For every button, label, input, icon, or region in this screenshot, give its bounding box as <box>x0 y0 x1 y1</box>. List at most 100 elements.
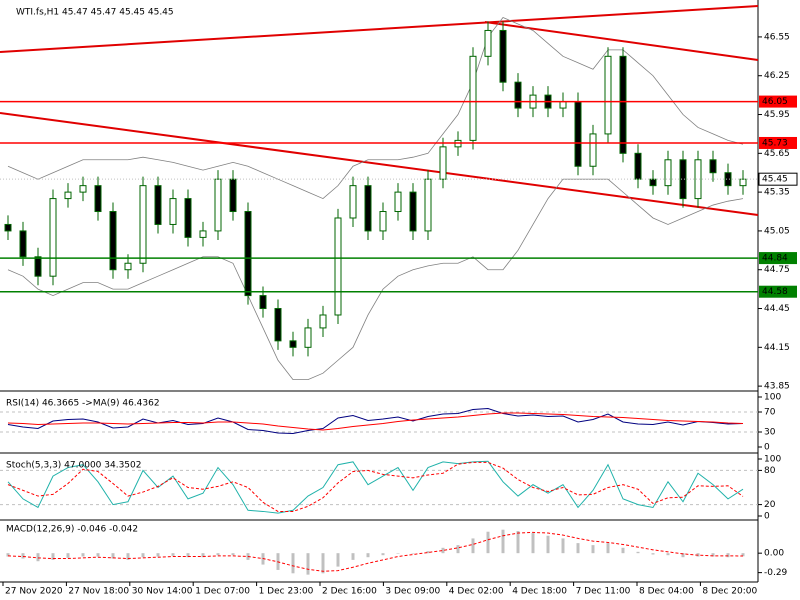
level-label-bg <box>759 136 797 149</box>
candle-body <box>604 55 612 135</box>
candle-body <box>469 55 477 141</box>
x-tick-label: 1 Dec 23:00 <box>259 587 314 597</box>
macd-bar <box>171 553 175 556</box>
macd-signal <box>7 531 744 572</box>
macd-bar <box>636 551 640 554</box>
bollinger-band <box>7 17 744 200</box>
candle-body <box>184 198 192 238</box>
macd-bar <box>126 553 130 560</box>
candle-body <box>49 198 57 277</box>
indicator-line <box>7 461 744 512</box>
macd-bar <box>186 553 190 558</box>
indicator-line <box>7 412 744 431</box>
macd-bar <box>21 553 25 559</box>
macd-bar <box>471 538 475 554</box>
macd-bar <box>681 553 685 558</box>
y-tick-label: 70 <box>764 408 776 418</box>
y-tick-label: 0.00 <box>764 549 784 559</box>
candle-body <box>439 146 447 180</box>
candle-body <box>4 223 12 232</box>
candle-body <box>664 159 672 187</box>
y-tick-label: 45.65 <box>764 149 790 159</box>
candle-body <box>589 133 597 167</box>
macd-bar <box>561 538 565 554</box>
macd-bar <box>711 553 715 557</box>
candle-body <box>154 185 162 225</box>
candle-body <box>499 29 507 83</box>
candle-body <box>739 178 747 187</box>
candle-body <box>394 191 402 213</box>
candle-body <box>109 211 117 271</box>
candle-body <box>634 152 642 180</box>
y-tick-label: 20 <box>764 500 776 510</box>
macd-bar <box>51 553 55 560</box>
bollinger-band <box>7 178 744 381</box>
candle-body <box>514 81 522 109</box>
last-price-label: 45.45 <box>762 175 788 185</box>
candle-body <box>79 185 87 193</box>
candle-body <box>244 211 252 297</box>
macd-bar <box>231 553 235 556</box>
y-tick-label: 45.35 <box>764 188 790 198</box>
level-label: 45.73 <box>762 138 788 148</box>
candle-body <box>289 340 297 348</box>
macd-bar <box>501 529 505 554</box>
x-tick-label: 7 Dec 11:00 <box>576 587 631 597</box>
candle-body <box>334 217 342 316</box>
candle-body <box>19 230 27 258</box>
candle-body <box>64 191 72 200</box>
macd-bar <box>216 553 220 556</box>
candle-body <box>694 159 702 200</box>
candle-body <box>724 172 732 187</box>
candle-body <box>709 159 717 174</box>
y-tick-label: 0 <box>764 512 770 522</box>
candle-body <box>229 178 237 213</box>
macd-bar <box>441 547 445 554</box>
macd-bar <box>306 553 310 575</box>
level-label-bg <box>759 252 797 265</box>
trend-line <box>484 21 759 61</box>
indicator-line <box>7 407 744 435</box>
candle-body <box>649 178 657 187</box>
candle-body <box>484 29 492 57</box>
macd-bar <box>96 553 100 557</box>
level-label-bg <box>759 285 797 298</box>
x-tick-label: 1 Dec 07:00 <box>195 587 250 597</box>
macd-bar <box>366 553 370 558</box>
macd-bar <box>576 543 580 554</box>
macd-bar <box>321 553 325 574</box>
level-label: 46.05 <box>762 97 788 107</box>
x-tick-label: 3 Dec 09:00 <box>385 587 440 597</box>
y-tick-label: 100 <box>764 393 781 403</box>
macd-bar <box>741 553 745 557</box>
candle-body <box>34 256 42 277</box>
macd-bar <box>456 545 460 554</box>
candle-body <box>259 295 267 310</box>
panel-title: MACD(12,26,9) -0.046 -0.042 <box>6 525 138 535</box>
y-tick-label: 100 <box>764 455 781 465</box>
y-tick-label: 44.75 <box>764 265 790 275</box>
y-tick-label: -0.29 <box>764 568 788 578</box>
trend-line <box>0 5 759 53</box>
macd-bar <box>651 553 655 555</box>
macd-bar <box>111 553 115 559</box>
macd-bar <box>666 553 670 556</box>
candle-body <box>319 314 327 329</box>
y-tick-label: 45.95 <box>764 110 790 120</box>
x-tick-label: 8 Dec 20:00 <box>702 587 757 597</box>
candle-body <box>574 101 582 167</box>
panel-title: RSI(14) 46.3665 ->MA(9) 46.4362 <box>6 399 160 409</box>
candle-body <box>169 198 177 225</box>
x-tick-label: 8 Dec 04:00 <box>639 587 694 597</box>
macd-bar <box>621 547 625 554</box>
macd-bar <box>36 553 40 562</box>
x-tick-label: 30 Nov 14:00 <box>132 587 193 597</box>
macd-bar <box>336 553 340 567</box>
y-tick-label: 43.85 <box>764 382 790 392</box>
y-tick-label: 30 <box>764 428 776 438</box>
macd-bar <box>66 553 70 558</box>
x-tick-label: 2 Dec 16:00 <box>322 587 377 597</box>
macd-bar <box>291 553 295 574</box>
x-tick-label: 4 Dec 18:00 <box>512 587 567 597</box>
candle-body <box>559 101 567 109</box>
